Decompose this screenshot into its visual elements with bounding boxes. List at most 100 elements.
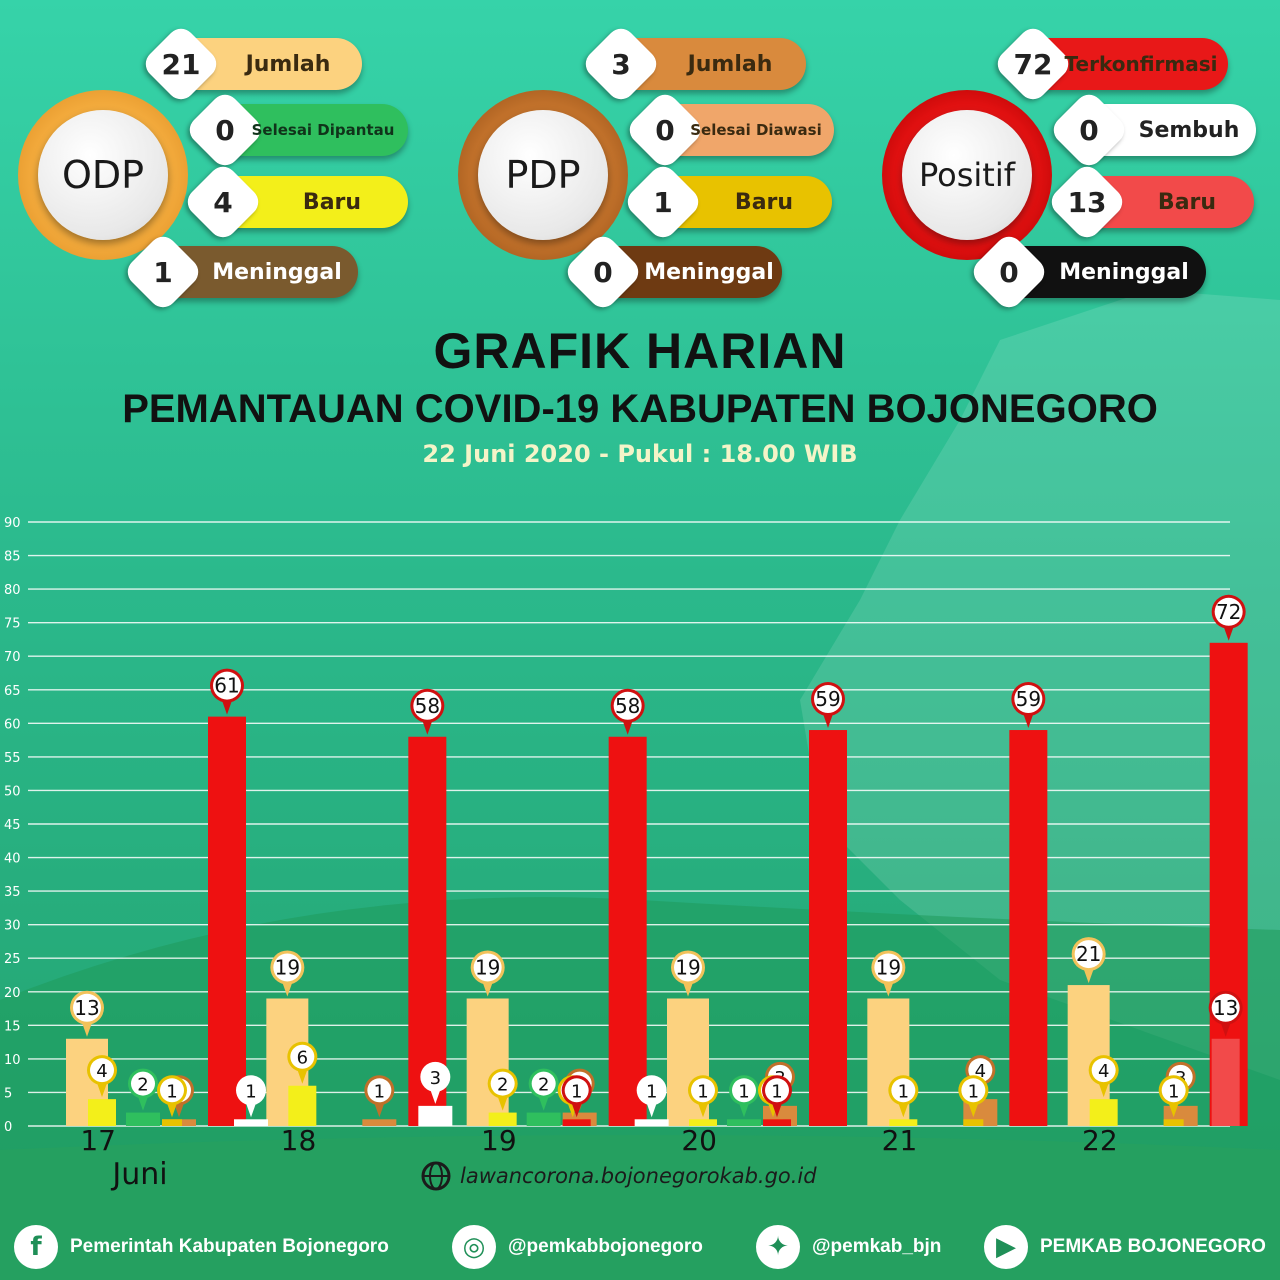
data-label-pos_total-label: 72 xyxy=(1216,600,1241,624)
footer-youtube[interactable]: ▶ PEMKAB BOJONEGORO xyxy=(984,1223,1266,1271)
y-tick-label: 5 xyxy=(4,1086,12,1101)
data-label-white-disc xyxy=(423,1064,448,1089)
data-label-odp_total-label: 21 xyxy=(1076,942,1101,966)
data-label-odp_new-label: 4 xyxy=(96,1061,107,1082)
data-label-pos_small-label: 1 xyxy=(771,1081,782,1102)
bar-pdp_new xyxy=(963,1119,984,1126)
data-label-pos_total-label: 61 xyxy=(214,674,239,698)
y-tick-label: 10 xyxy=(4,1053,21,1068)
y-tick-label: 40 xyxy=(4,852,21,867)
positif-meninggal-pill: 0 Meninggal xyxy=(967,230,1206,314)
data-label-odp_new-disc xyxy=(891,1078,916,1103)
data-label-pos_total-label: 58 xyxy=(415,694,440,718)
data-label-odp_total-disc xyxy=(473,953,502,982)
y-tick-label: 35 xyxy=(4,885,21,900)
data-label-pdp_new-label: 1 xyxy=(968,1081,979,1102)
bar-pos_new xyxy=(1211,1038,1240,1126)
bar-odp_new xyxy=(889,1119,918,1126)
footer-twitter[interactable]: ✦ @pemkab_bjn xyxy=(756,1223,941,1271)
footer-facebook-text: Pemerintah Kabupaten Bojonegoro xyxy=(70,1236,389,1257)
data-label-odp_new-label: 1 xyxy=(898,1081,909,1102)
positif-meninggal-label: Meninggal xyxy=(1059,259,1189,285)
data-label-odp_done-label: 2 xyxy=(137,1075,148,1096)
positif-sembuh-label: Sembuh xyxy=(1138,117,1240,143)
positif-terkonfirmasi-value: 72 xyxy=(1013,47,1053,81)
pdp-meninggal-pill: 0 Meninggal xyxy=(561,230,782,314)
y-tick-label: 55 xyxy=(4,751,21,766)
pdp-baru-label: Baru xyxy=(734,189,794,215)
positif-meninggal-value: 0 xyxy=(999,255,1019,289)
bar-white xyxy=(634,1119,669,1126)
data-label-pos_total-label: 59 xyxy=(815,687,840,711)
bar-pos_total xyxy=(809,730,847,1126)
chart-title: GRAFIK HARIAN xyxy=(433,323,847,379)
positif-baru-label: Baru xyxy=(1157,189,1217,215)
data-label-pos_total-disc xyxy=(413,691,442,720)
website-text: lawancorona.bojonegorokab.go.id xyxy=(460,1164,817,1188)
data-label-odp_new-label: 4 xyxy=(1098,1061,1109,1082)
globe-icon xyxy=(421,1161,451,1191)
data-label-odp_new-disc xyxy=(290,1044,315,1069)
data-label-odp_total-label: 19 xyxy=(275,955,300,979)
y-tick-label: 80 xyxy=(4,583,21,598)
odp-selesai-pill: 0 Selesai Dipantau xyxy=(183,88,408,172)
positif-terkonfirmasi-label: Terkonfirmasi xyxy=(1064,52,1218,76)
y-tick-label: 30 xyxy=(4,919,21,934)
data-label-pos_total-label: 58 xyxy=(615,694,640,718)
footer-facebook[interactable]: f Pemerintah Kabupaten Bojonegoro xyxy=(14,1223,389,1271)
pdp-meninggal-value: 0 xyxy=(593,255,613,289)
pdp-selesai-pill: 0 Selesai Diawasi xyxy=(623,88,834,172)
data-label-pos_new-disc xyxy=(1211,993,1240,1022)
data-label-pdp_total-label: 4 xyxy=(975,1061,986,1082)
data-label-pdp_new-disc xyxy=(961,1078,986,1103)
positif-sembuh-pill: 0 Sembuh xyxy=(1047,88,1256,172)
y-tick-label: 45 xyxy=(4,818,21,833)
positif-label: Positif xyxy=(919,156,1015,194)
odp-selesai-value: 0 xyxy=(215,113,235,147)
data-label-odp_total-disc xyxy=(73,993,101,1022)
odp-summary: ODP 21 Jumlah 0 Selesai Dipantau 4 Baru … xyxy=(18,22,418,314)
odp-baru-label: Baru xyxy=(302,189,362,215)
odp-jumlah-label: Jumlah xyxy=(245,51,331,77)
youtube-icon: ▶ xyxy=(984,1225,1028,1269)
data-label-white-disc xyxy=(239,1078,263,1103)
odp-label: ODP xyxy=(61,153,145,197)
positif-sembuh-value: 0 xyxy=(1079,113,1099,147)
bar-odp_done xyxy=(126,1112,160,1126)
month-label: Juni xyxy=(110,1157,167,1192)
y-tick-label: 20 xyxy=(4,986,21,1001)
instagram-icon: ◎ xyxy=(452,1225,496,1269)
data-label-pos_total-label: 59 xyxy=(1016,687,1041,711)
daily-bar-chart: 0510152025303540455055606570758085901319… xyxy=(4,516,1248,1192)
twitter-icon: ✦ xyxy=(756,1225,800,1269)
pdp-selesai-label: Selesai Diawasi xyxy=(690,121,822,139)
y-tick-label: 60 xyxy=(4,717,21,732)
y-tick-label: 50 xyxy=(4,784,21,799)
x-tick-label: 20 xyxy=(681,1124,717,1157)
data-label-odp_total-disc xyxy=(674,953,702,982)
bar-pdp_new xyxy=(1163,1119,1184,1126)
data-label-pos_new-label: 13 xyxy=(1213,996,1238,1020)
odp-meninggal-value: 1 xyxy=(153,255,173,289)
data-label-odp_done-disc xyxy=(531,1071,556,1096)
data-label-odp_new-label: 6 xyxy=(297,1048,308,1069)
footer-instagram-text: @pemkabbojonegoro xyxy=(508,1236,703,1257)
footer-instagram[interactable]: ◎ @pemkabbojonegoro xyxy=(452,1223,703,1271)
data-label-odp_total-label: 19 xyxy=(876,955,901,979)
data-label-odp_new-disc xyxy=(1091,1058,1116,1083)
data-label-odp_total-label: 19 xyxy=(475,955,500,979)
data-label-odp_total-label: 13 xyxy=(74,996,99,1020)
footer-twitter-text: @pemkab_bjn xyxy=(812,1236,942,1257)
bar-pos_total xyxy=(608,736,647,1126)
positif-ring: Positif xyxy=(882,90,1052,260)
y-tick-label: 25 xyxy=(4,952,21,967)
data-label-white-label: 3 xyxy=(430,1068,441,1089)
pdp-jumlah-label: Jumlah xyxy=(687,51,773,77)
data-label-odp_new-label: 2 xyxy=(497,1075,508,1096)
data-label-white-label: 1 xyxy=(245,1081,256,1102)
data-label-odp_done-disc xyxy=(131,1071,155,1096)
data-label-odp_new-disc xyxy=(691,1078,715,1103)
footer-youtube-text: PEMKAB BOJONEGORO xyxy=(1040,1236,1266,1257)
positif-baru-pill: 13 Baru xyxy=(1045,160,1254,244)
website-link[interactable]: lawancorona.bojonegorokab.go.id xyxy=(420,1160,817,1192)
